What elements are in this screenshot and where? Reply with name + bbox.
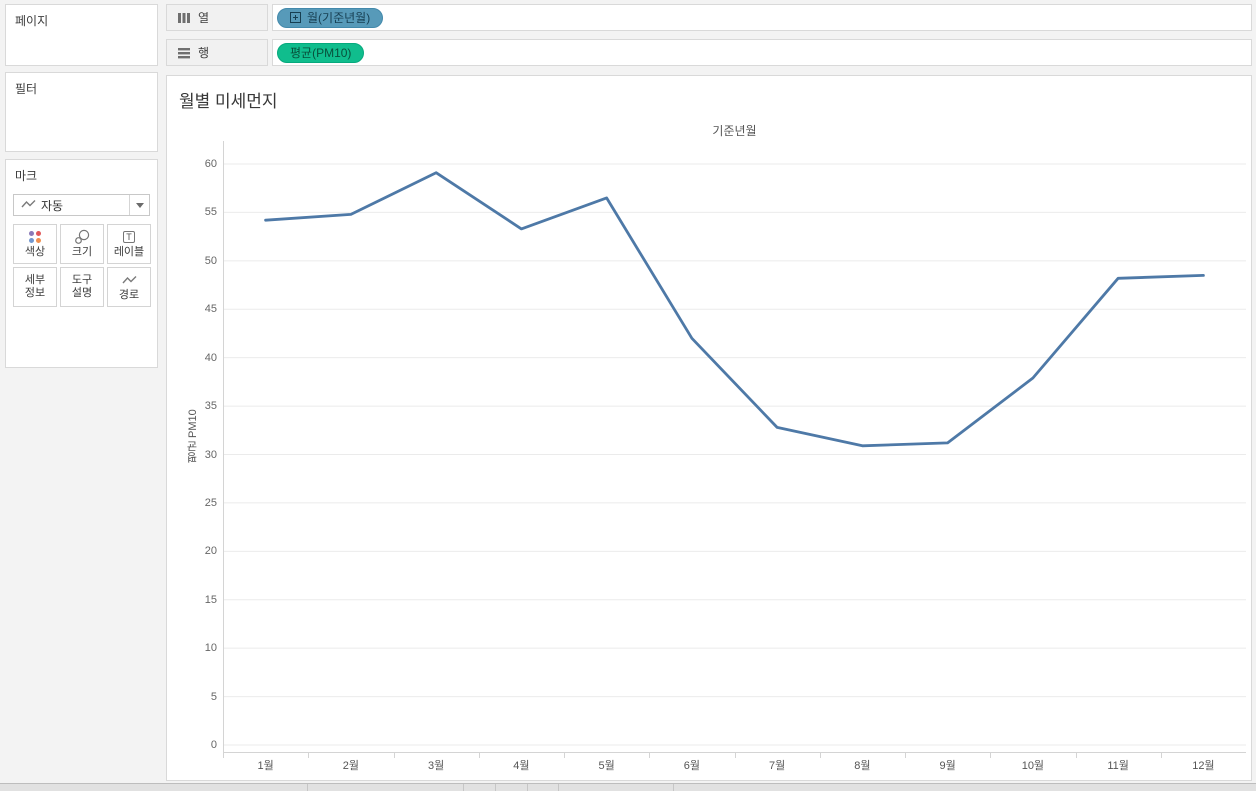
path-icon [121, 272, 137, 288]
marks-card: 마크 자동 색상 크기 T [5, 159, 158, 368]
chevron-down-icon [135, 202, 144, 208]
rows-pill[interactable]: 평균(PM10) [277, 42, 365, 63]
y-tick-label: 35 [204, 400, 217, 413]
tooltip-button-label-line1: 도구 [71, 274, 93, 286]
x-tick-label: 5월 [598, 760, 615, 772]
worksheet-view: 월별 미세먼지 기준년월 평균 PM10 0 5 10 15 20 25 30 35 40 45 5… [166, 75, 1252, 781]
status-bar-divider [463, 784, 464, 791]
mark-type-dropdown[interactable]: 자동 [13, 194, 150, 216]
size-button[interactable]: 크기 [60, 224, 104, 264]
mark-type-dropdown-button[interactable] [129, 195, 149, 215]
x-tick-label: 12월 [1192, 760, 1215, 772]
y-tick-label: 10 [204, 642, 217, 655]
columns-shelf[interactable]: 월(기준년월) [272, 4, 1252, 31]
rows-shelf-header: 행 [166, 39, 268, 66]
rows-shelf[interactable]: 평균(PM10) [272, 39, 1252, 66]
y-tick-label: 0 [210, 739, 217, 751]
status-bar [0, 783, 1256, 791]
y-tick-label: 20 [204, 545, 217, 558]
x-tick-label: 3월 [428, 760, 445, 772]
color-button-label: 색상 [24, 246, 46, 258]
color-dot [29, 238, 34, 243]
rows-shelf-label: 행 [198, 46, 210, 60]
x-tick-label: 10월 [1021, 760, 1045, 772]
columns-icon [177, 12, 191, 24]
y-tick-label: 45 [204, 303, 217, 316]
path-button[interactable]: 경로 [107, 267, 151, 307]
tooltip-button[interactable]: 도구 설명 [60, 267, 104, 307]
columns-shelf-label: 열 [198, 11, 210, 25]
line-mark-icon [21, 196, 36, 214]
y-tick-label: 50 [204, 254, 217, 267]
pages-shelf-label: 페이지 [15, 14, 49, 28]
color-dot [29, 231, 34, 236]
color-dot [36, 238, 41, 243]
x-tick-label: 11월 [1107, 760, 1129, 772]
filters-shelf[interactable]: 필터 [5, 72, 158, 152]
color-button[interactable]: 색상 [13, 224, 57, 264]
y-axis-title: 평균 PM10 [187, 409, 199, 463]
status-bar-divider [307, 784, 308, 791]
y-tick-label: 55 [204, 206, 217, 219]
column-field-header: 기준년월 [712, 124, 757, 138]
rows-icon [177, 47, 191, 59]
status-bar-divider [495, 784, 496, 791]
detail-button-label-line1: 세부 [24, 274, 46, 286]
y-tick-label: 30 [204, 448, 217, 461]
y-tick-label: 60 [204, 158, 217, 170]
x-tick-label: 2월 [342, 760, 359, 772]
sheet-title: 월별 미세먼지 [179, 92, 278, 111]
pages-shelf[interactable]: 페이지 [5, 4, 158, 66]
status-bar-divider [527, 784, 528, 791]
filters-shelf-label: 필터 [15, 82, 38, 96]
hierarchy-expand-icon[interactable] [290, 12, 301, 23]
status-bar-divider [673, 784, 674, 791]
mark-type-value: 자동 [41, 198, 64, 213]
line-chart[interactable] [223, 141, 1246, 761]
size-icon [74, 229, 90, 245]
tooltip-button-label-line2: 설명 [71, 287, 93, 299]
columns-pill-label: 월(기준년월) [307, 11, 371, 25]
label-button[interactable]: T 레이블 [107, 224, 151, 264]
data-line[interactable] [264, 171, 1205, 448]
x-tick-label: 9월 [939, 760, 956, 772]
color-icon [29, 229, 41, 245]
y-tick-label: 5 [210, 690, 217, 703]
color-dot [36, 231, 41, 236]
label-button-label: 레이블 [113, 246, 145, 258]
x-tick-label: 7월 [769, 760, 786, 772]
path-button-label: 경로 [118, 289, 140, 301]
columns-pill[interactable]: 월(기준년월) [277, 7, 384, 28]
status-bar-divider [558, 784, 559, 791]
detail-button[interactable]: 세부 정보 [13, 267, 57, 307]
detail-button-label-line2: 정보 [24, 287, 46, 299]
x-tick-label: 6월 [683, 760, 700, 772]
x-tick-label: 4월 [513, 760, 530, 772]
text-label-icon: T [123, 229, 135, 245]
size-button-label: 크기 [71, 246, 93, 258]
y-tick-label: 40 [204, 351, 217, 364]
columns-shelf-header: 열 [166, 4, 268, 31]
marks-card-label: 마크 [15, 169, 38, 183]
rows-pill-label: 평균(PM10) [290, 46, 352, 60]
y-tick-label: 25 [204, 496, 217, 509]
y-tick-label: 15 [204, 593, 217, 606]
x-tick-label: 8월 [854, 760, 871, 772]
x-tick-label: 1월 [257, 760, 274, 772]
